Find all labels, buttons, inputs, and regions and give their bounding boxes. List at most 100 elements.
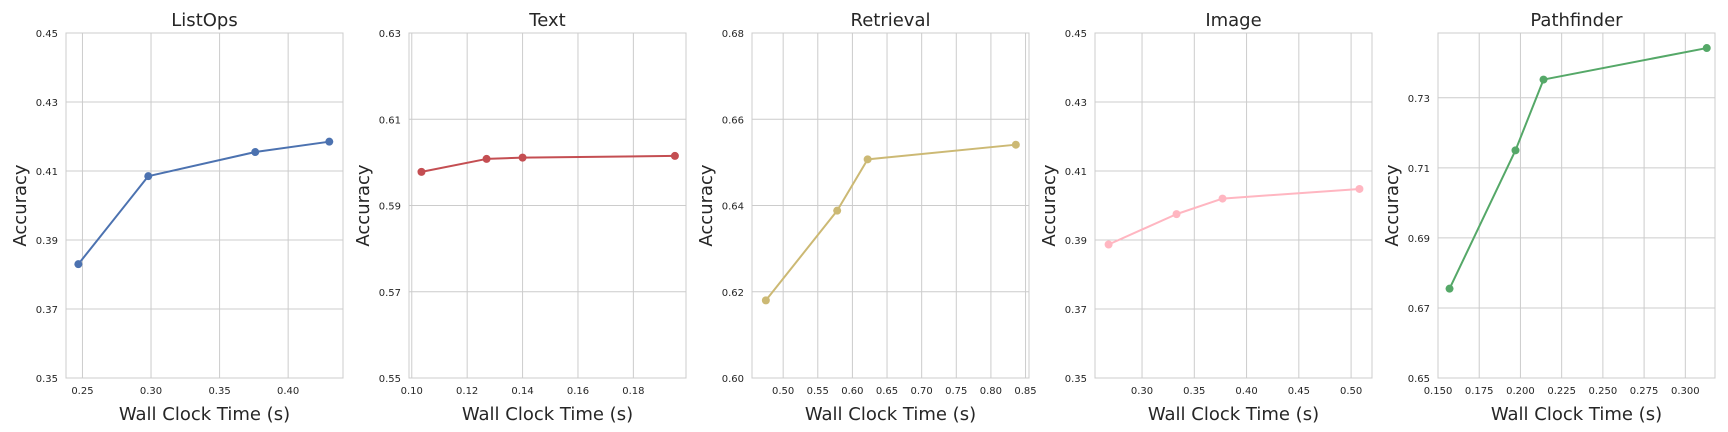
x-tick-label: 0.35 (208, 386, 230, 397)
y-tick-label: 0.41 (36, 167, 58, 178)
subplot-retrieval: 0.50 0.55 0.60 0.65 0.70 0.75 0.80 0.85 0.60 0.62… (696, 10, 1037, 425)
y-tick-label: 0.43 (1065, 98, 1087, 109)
x-tick-label: 0.30 (140, 386, 162, 397)
y-tick-label: 0.60 (722, 374, 744, 385)
plot-frame (751, 32, 1030, 379)
x-tick-label: 0.16 (567, 386, 589, 397)
y-tick-label: 0.67 (1408, 304, 1430, 315)
chart-title: Text (528, 10, 565, 31)
x-tick-label: 0.10 (401, 386, 423, 397)
series-line (77, 140, 330, 265)
x-tick-label: 0.70 (911, 386, 933, 397)
plot-frame (65, 32, 344, 379)
y-axis-label: Accuracy (10, 164, 31, 247)
data-point (251, 148, 260, 157)
x-axis-label: Wall Clock Time (s) (462, 404, 633, 425)
plot-frame (1094, 32, 1373, 379)
x-tick-label: 0.18 (622, 386, 644, 397)
data-point (325, 137, 334, 146)
chart-title: ListOps (171, 10, 237, 31)
y-tick-label: 0.45 (1065, 29, 1087, 40)
x-axis-label: Wall Clock Time (s) (805, 404, 976, 425)
y-tick-label: 0.37 (1065, 305, 1087, 316)
subplot-pathfinder: 0.150 0.175 0.200 0.225 0.250 0.275 0.300 0.65 0… (1382, 10, 1716, 425)
x-tick-label: 0.200 (1506, 386, 1535, 397)
y-tick-label: 0.69 (1408, 234, 1430, 245)
x-axis-label: Wall Clock Time (s) (119, 404, 290, 425)
series-line (1108, 187, 1360, 246)
x-tick-label: 0.60 (841, 386, 863, 397)
data-point (761, 296, 770, 305)
x-tick-label: 0.12 (456, 386, 478, 397)
x-tick-label: 0.45 (1288, 386, 1310, 397)
x-tick-label: 0.40 (277, 386, 299, 397)
y-tick-label: 0.63 (379, 29, 401, 40)
y-tick-label: 0.62 (722, 288, 744, 299)
data-point (1011, 140, 1020, 149)
chart-title: Retrieval (851, 10, 931, 31)
y-axis-label: Accuracy (696, 164, 717, 247)
y-tick-label: 0.35 (36, 374, 58, 385)
x-tick-label: 0.250 (1589, 386, 1618, 397)
subplot-image: 0.30 0.35 0.40 0.45 0.50 0.35 0.37 0.39 0.41 0.43… (1039, 10, 1373, 425)
x-tick-label: 0.50 (772, 386, 794, 397)
x-tick-label: 0.50 (1340, 386, 1362, 397)
subplot-listops: 0.25 0.30 0.35 0.40 0.35 0.37 0.39 0.41 0.43 0.45… (10, 10, 344, 425)
x-tick-label: 0.35 (1183, 386, 1205, 397)
y-axis-label: Accuracy (1039, 164, 1060, 247)
x-tick-label: 0.85 (1014, 386, 1036, 397)
y-tick-label: 0.68 (722, 29, 744, 40)
data-point (833, 206, 842, 215)
x-tick-label: 0.55 (807, 386, 829, 397)
y-axis-label: Accuracy (1382, 164, 1403, 247)
chart-title: Pathfinder (1530, 10, 1623, 31)
data-point (1218, 194, 1227, 203)
data-point (1355, 184, 1364, 193)
x-tick-label: 0.14 (511, 386, 533, 397)
y-axis-label: Accuracy (353, 164, 374, 247)
data-point (74, 260, 83, 269)
x-tick-label: 0.65 (876, 386, 898, 397)
subplot-text: 0.10 0.12 0.14 0.16 0.18 0.55 0.57 0.59 0.61 0.63… (353, 10, 687, 425)
x-tick-label: 0.225 (1547, 386, 1576, 397)
data-point (144, 172, 153, 181)
data-point (1539, 75, 1548, 84)
y-tick-label: 0.57 (379, 288, 401, 299)
data-point (417, 167, 426, 176)
y-tick-label: 0.64 (722, 202, 744, 213)
x-tick-label: 0.150 (1424, 386, 1453, 397)
series-line (1448, 47, 1707, 290)
x-tick-label: 0.300 (1671, 386, 1700, 397)
y-tick-label: 0.45 (36, 29, 58, 40)
y-tick-label: 0.55 (379, 374, 401, 385)
y-tick-label: 0.41 (1065, 167, 1087, 178)
series-line (765, 143, 1016, 302)
y-tick-label: 0.39 (1065, 236, 1087, 247)
x-axis-label: Wall Clock Time (s) (1491, 404, 1662, 425)
chart-title: Image (1205, 10, 1261, 31)
data-point (1511, 146, 1520, 155)
plot-frame (1437, 32, 1716, 379)
x-tick-label: 0.30 (1131, 386, 1153, 397)
y-tick-label: 0.37 (36, 305, 58, 316)
x-tick-label: 0.275 (1630, 386, 1659, 397)
data-point (518, 153, 527, 162)
y-tick-label: 0.43 (36, 98, 58, 109)
y-tick-label: 0.39 (36, 236, 58, 247)
y-tick-label: 0.73 (1408, 94, 1430, 105)
x-tick-label: 0.25 (71, 386, 93, 397)
y-tick-label: 0.61 (379, 115, 401, 126)
y-tick-label: 0.59 (379, 202, 401, 213)
x-tick-label: 0.40 (1235, 386, 1257, 397)
y-tick-label: 0.65 (1408, 374, 1430, 385)
data-point (1104, 240, 1113, 249)
data-point (1172, 210, 1181, 219)
data-point (670, 151, 679, 160)
y-tick-label: 0.66 (722, 115, 744, 126)
y-tick-label: 0.35 (1065, 374, 1087, 385)
y-tick-label: 0.71 (1408, 164, 1430, 175)
data-point (863, 155, 872, 164)
data-point (482, 154, 491, 163)
x-axis-label: Wall Clock Time (s) (1148, 404, 1319, 425)
data-point (1702, 44, 1711, 53)
